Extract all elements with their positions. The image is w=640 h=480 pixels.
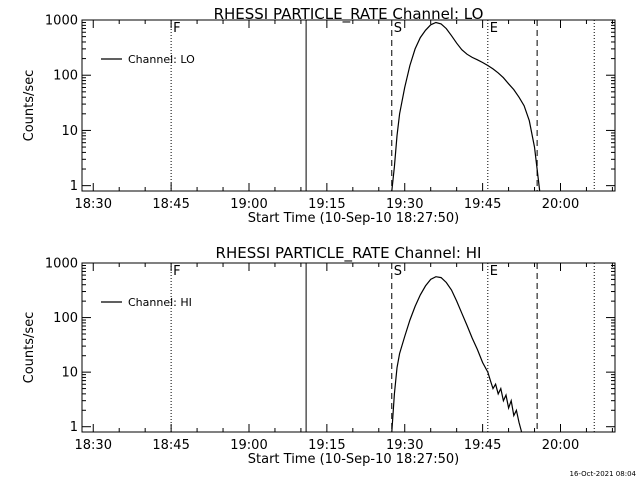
chart-title: RHESSI PARTICLE_RATE Channel: LO bbox=[214, 5, 484, 24]
marker-label: E bbox=[490, 264, 498, 279]
legend-entry: Channel: LO bbox=[128, 53, 195, 66]
y-tick-label: 1000 bbox=[45, 257, 78, 272]
x-tick-label: 19:30 bbox=[386, 438, 423, 453]
x-tick-label: 19:45 bbox=[464, 197, 501, 212]
y-tick-label: 1000 bbox=[45, 14, 78, 29]
series-line bbox=[391, 21, 541, 192]
x-tick-label: 18:30 bbox=[75, 197, 112, 212]
x-tick-label: 19:00 bbox=[230, 438, 267, 453]
marker-label: F bbox=[173, 21, 180, 36]
plot-frame bbox=[81, 19, 616, 192]
x-tick-label: 20:00 bbox=[542, 438, 579, 453]
panel-channel-lo: RHESSI PARTICLE_RATE Channel: LO Counts/s… bbox=[22, 5, 616, 226]
x-tick-label: 19:30 bbox=[386, 197, 423, 212]
y-axis-label: Counts/sec bbox=[22, 70, 37, 142]
panel-channel-hi: RHESSI PARTICLE_RATE Channel: HI Counts/s… bbox=[22, 244, 616, 467]
y-tick-label: 10 bbox=[61, 124, 78, 139]
plot-frame bbox=[81, 262, 616, 433]
marker-label: S bbox=[394, 21, 402, 36]
x-tick-label: 18:30 bbox=[75, 438, 112, 453]
y-tick-label: 1 bbox=[70, 420, 78, 435]
chart-title: RHESSI PARTICLE_RATE Channel: HI bbox=[216, 244, 482, 263]
marker-label: S bbox=[394, 264, 402, 279]
x-tick-label: 19:15 bbox=[308, 438, 345, 453]
x-axis-label: Start Time (10-Sep-10 18:27:50) bbox=[248, 211, 459, 226]
y-tick-label: 100 bbox=[53, 311, 78, 326]
marker-label: E bbox=[490, 21, 498, 36]
legend-entry: Channel: HI bbox=[128, 296, 192, 309]
y-axis-label: Counts/sec bbox=[22, 312, 37, 384]
x-tick-label: 20:00 bbox=[542, 197, 579, 212]
marker-label: F bbox=[173, 264, 180, 279]
x-tick-label: 19:15 bbox=[308, 197, 345, 212]
x-tick-label: 19:45 bbox=[464, 438, 501, 453]
series-line bbox=[391, 276, 523, 433]
x-tick-label: 19:00 bbox=[230, 197, 267, 212]
y-tick-label: 1 bbox=[70, 179, 78, 194]
y-tick-label: 100 bbox=[53, 69, 78, 84]
x-axis-label: Start Time (10-Sep-10 18:27:50) bbox=[248, 452, 459, 467]
y-tick-label: 10 bbox=[61, 366, 78, 381]
footer-timestamp: 16-Oct-2021 08:04 bbox=[570, 470, 637, 478]
x-tick-label: 18:45 bbox=[152, 197, 189, 212]
x-tick-label: 18:45 bbox=[152, 438, 189, 453]
